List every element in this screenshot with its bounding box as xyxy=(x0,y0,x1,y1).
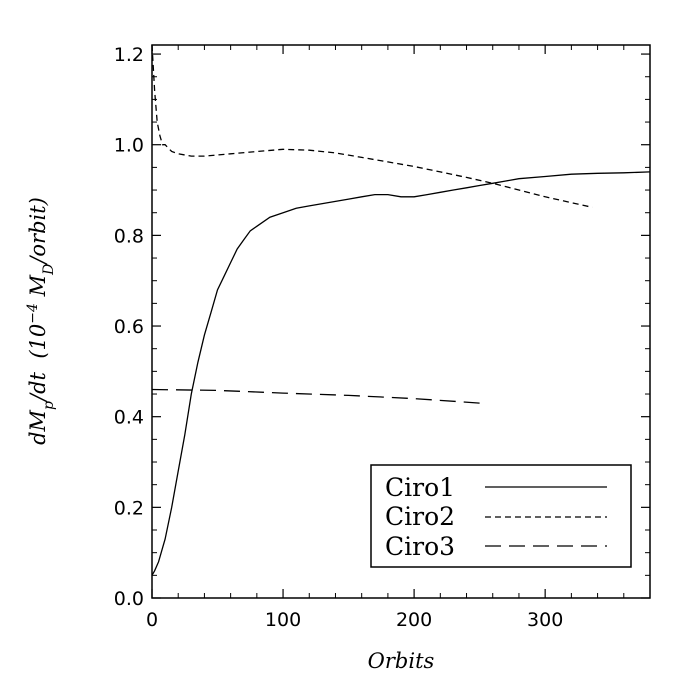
legend-label-ciro3: Ciro3 xyxy=(385,532,455,561)
y-axis-label: dMp/dt (10−4 MD/orbit) xyxy=(25,197,57,445)
y-label-mid: /dt (10 xyxy=(26,324,50,403)
y-label-mass: M xyxy=(26,274,50,303)
x-tick-label: 0 xyxy=(146,609,158,631)
series-line-ciro1 xyxy=(151,171,651,576)
y-label-prefix: dM xyxy=(26,409,50,444)
axis-tick-labels: 0 100 200 300 0.0 0.2 0.4 0.6 0.8 1.0 1.2 xyxy=(114,44,564,631)
x-tick-label: 300 xyxy=(527,609,563,631)
y-tick-label: 0.8 xyxy=(114,225,144,247)
x-tick-label: 200 xyxy=(396,609,432,631)
x-axis-label: Orbits xyxy=(368,649,435,673)
y-tick-label: 0.6 xyxy=(114,316,144,338)
series-lines xyxy=(151,44,651,576)
series-line-ciro2 xyxy=(151,44,593,208)
x-tick-label: 100 xyxy=(265,609,301,631)
y-tick-label: 1.0 xyxy=(114,135,144,157)
legend-box xyxy=(370,464,632,568)
y-label-prefix-sub: p xyxy=(41,401,57,410)
y-tick-label: 0.4 xyxy=(114,407,144,429)
axis-ticks xyxy=(151,45,650,599)
y-tick-label: 0.0 xyxy=(114,588,144,610)
y-label-exp: −4 xyxy=(25,303,41,324)
legend: Ciro1 Ciro2 Ciro3 xyxy=(370,464,632,568)
y-tick-label: 0.2 xyxy=(114,497,144,519)
y-label-mass-sub: D xyxy=(41,264,57,276)
plot-frame xyxy=(151,44,651,599)
y-tick-label: 1.2 xyxy=(114,44,144,66)
series-line-ciro3 xyxy=(151,388,480,404)
legend-label-ciro1: Ciro1 xyxy=(385,473,455,502)
y-label-suffix: /orbit) xyxy=(26,197,50,266)
legend-label-ciro2: Ciro2 xyxy=(385,502,455,531)
